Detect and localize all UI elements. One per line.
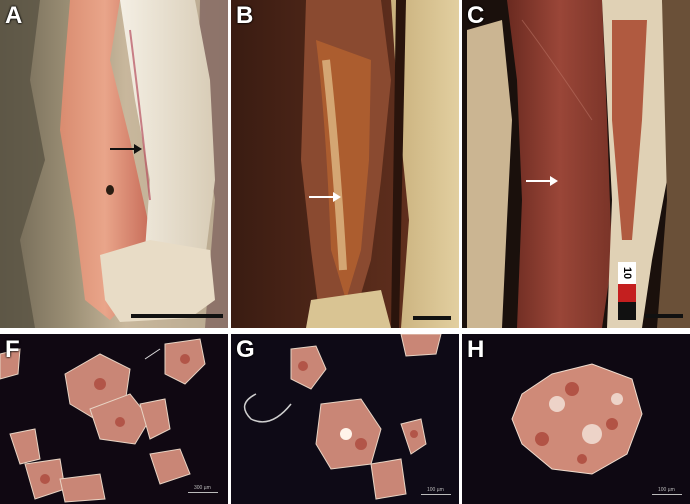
panel-f-micrograph [0,334,228,504]
ruler-red-segment [618,284,636,302]
ruler-black-segment [618,302,636,320]
panel-g-scale-text: 100 µm [427,487,444,493]
panel-a-photo [0,0,228,328]
panel-a-label: A [5,2,23,29]
panel-g-scale-bar [421,494,451,495]
panel-a-arrow-icon [110,144,142,154]
panel-h-scale-text: 100 µm [658,487,675,493]
panel-f-scale-text: 300 µm [194,485,211,491]
panel-c-scale-bar [645,314,683,318]
panel-h-scale-bar [652,494,682,495]
panel-g-label: G [236,336,255,363]
panel-b-arrow-icon [309,192,341,202]
panel-g-micrograph [231,334,459,504]
panel-a-scale-bar [131,314,223,318]
ruler-number: 10 [618,262,636,284]
panel-c-label: C [467,2,485,29]
panel-b-photo [231,0,459,328]
panel-b: B [231,0,459,328]
panel-c-photo [462,0,690,328]
panel-f-scale-bar [188,492,218,493]
panel-b-label: B [236,2,254,29]
panel-c: C 10 [462,0,690,328]
panel-f: F 300 µm [0,334,228,504]
panel-h-micrograph [462,334,690,504]
panel-c-arrow-icon [526,176,558,186]
panel-h-label: H [467,336,485,363]
panel-b-scale-bar [413,316,451,320]
panel-h: H 100 µm [462,334,690,504]
panel-c-color-ruler: 10 [618,262,636,320]
panel-f-label: F [5,336,20,363]
panel-a: A [0,0,228,328]
panel-g: G 100 µm [231,334,459,504]
